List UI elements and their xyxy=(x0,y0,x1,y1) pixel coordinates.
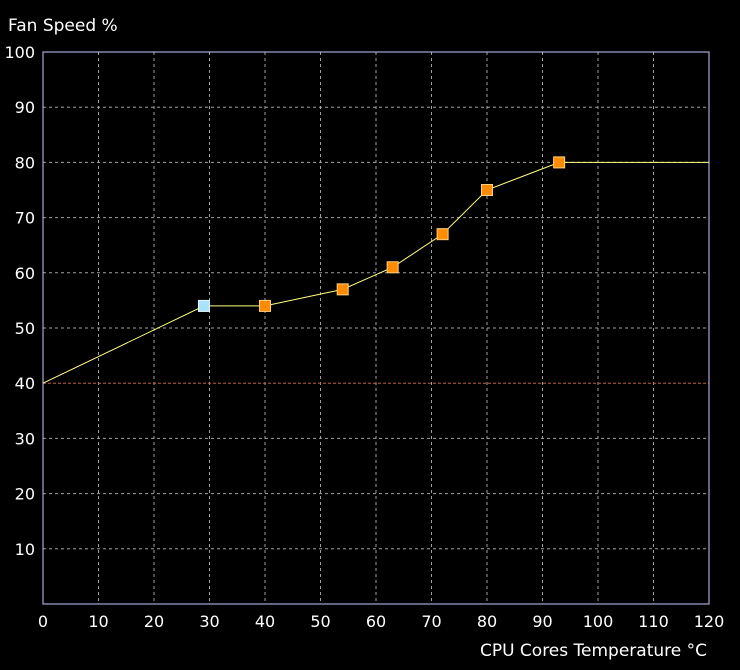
y-tick-label: 70 xyxy=(15,209,35,228)
x-tick-label: 20 xyxy=(144,612,164,631)
x-tick-label: 110 xyxy=(638,612,669,631)
x-tick-label: 80 xyxy=(477,612,497,631)
y-tick-label: 90 xyxy=(15,98,35,117)
control-point[interactable] xyxy=(259,299,271,312)
y-tick-label: 40 xyxy=(15,374,35,393)
y-tick-label: 100 xyxy=(4,43,35,62)
x-tick-labels: 0 10 20 30 40 50 60 70 80 90 100 110 120 xyxy=(38,612,724,631)
control-point[interactable] xyxy=(336,283,349,296)
y-tick-labels: 10 20 30 40 50 60 70 80 90 100 xyxy=(4,43,35,559)
x-tick-label: 40 xyxy=(255,612,275,631)
y-tick-label: 20 xyxy=(15,485,35,504)
x-tick-label: 60 xyxy=(366,612,386,631)
control-point[interactable] xyxy=(386,261,399,274)
y-tick-label: 30 xyxy=(15,429,35,448)
grid-lines xyxy=(43,52,709,604)
y-tick-label: 60 xyxy=(15,264,35,283)
x-tick-label: 120 xyxy=(694,612,725,631)
x-tick-label: 30 xyxy=(199,612,219,631)
x-tick-label: 50 xyxy=(310,612,330,631)
plot-frame xyxy=(42,51,710,605)
control-point[interactable] xyxy=(481,184,493,196)
control-point[interactable] xyxy=(436,228,449,241)
x-axis-title: CPU Cores Temperature °C xyxy=(480,641,707,661)
selected-control-point[interactable] xyxy=(197,299,210,312)
x-tick-label: 100 xyxy=(583,612,614,631)
x-tick-label: 90 xyxy=(532,612,552,631)
y-tick-label: 50 xyxy=(15,319,35,338)
y-tick-label: 80 xyxy=(15,153,35,172)
control-point[interactable] xyxy=(553,156,566,169)
x-tick-label: 0 xyxy=(38,612,48,631)
y-tick-label: 10 xyxy=(15,540,35,559)
x-tick-label: 70 xyxy=(421,612,441,631)
y-axis-title: Fan Speed % xyxy=(8,16,118,36)
control-points-layer[interactable] xyxy=(197,156,566,312)
x-tick-label: 10 xyxy=(88,612,108,631)
